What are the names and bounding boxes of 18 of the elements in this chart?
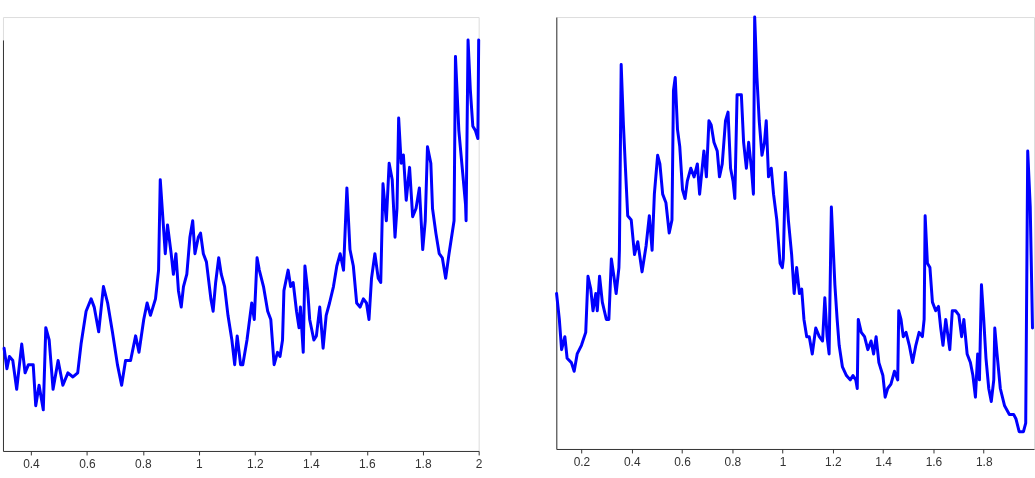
x-tick-label: 1.6 — [358, 457, 376, 472]
x-tick-label: 0.6 — [79, 457, 97, 472]
x-tick-label: 1.4 — [875, 455, 893, 470]
x-tick-label: 1.4 — [302, 457, 320, 472]
x-tick-label: 0.8 — [135, 457, 153, 472]
x-tick-label: 1.2 — [247, 457, 264, 472]
x-tick-label: 0.8 — [724, 455, 742, 470]
x-tick-label: 2 — [475, 457, 483, 472]
x-tick-label: 0.2 — [573, 455, 591, 470]
x-tick-label: 1 — [196, 457, 204, 472]
x-tick-label: 1 — [779, 455, 787, 470]
x-tick-label: 1.6 — [925, 455, 943, 470]
x-tick-label: 1.8 — [975, 455, 993, 470]
x-tick-label: 0.4 — [623, 455, 641, 470]
x-tick-label: 1.8 — [414, 457, 432, 472]
x-tick-label: 1.2 — [825, 455, 843, 470]
x-tick-label: 0.6 — [674, 455, 692, 470]
x-tick-label: 0.4 — [23, 457, 41, 472]
